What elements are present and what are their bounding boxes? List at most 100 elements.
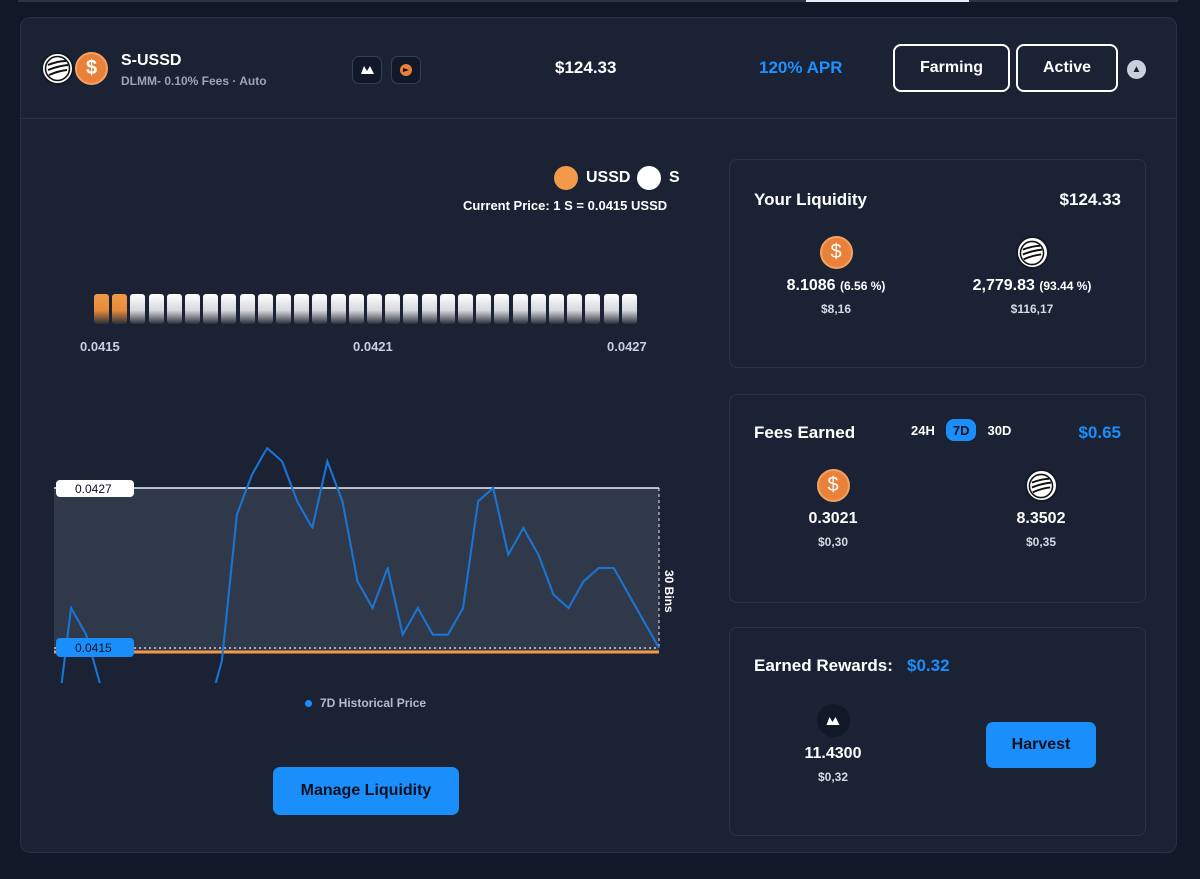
upper-price-label-box bbox=[56, 480, 134, 497]
period-7d-button[interactable]: 7D bbox=[945, 419, 977, 441]
chevron-up-icon[interactable]: ▲ bbox=[1127, 60, 1146, 79]
s-liquidity-bin bbox=[603, 294, 619, 324]
s-token-icon bbox=[41, 52, 74, 85]
s-fees-column: 8.3502 $0,35 bbox=[946, 469, 1136, 549]
fees-earned-panel: Fees Earned 24H 7D 30D $0.65 $ 0.3021 $0… bbox=[729, 394, 1146, 603]
chart-legend-dot bbox=[305, 699, 312, 707]
range-band bbox=[54, 488, 659, 651]
s-liquidity-bin bbox=[185, 294, 200, 324]
ussd-liquidity-value: $8,16 bbox=[820, 302, 852, 316]
earned-rewards-panel: Earned Rewards: $0.32 11.4300 $0,32 Harv… bbox=[729, 627, 1146, 836]
s-liquidity-column: 2,779.83 (93.44 %) $116,17 bbox=[937, 236, 1127, 316]
ussd-liquidity-bin bbox=[94, 294, 109, 324]
upper-price-label: 0.0427 bbox=[75, 482, 112, 496]
s-liquidity-bin bbox=[294, 294, 310, 324]
pool-card: $ S-USSD DLMM- 0.10% Fees · Auto $124.33… bbox=[20, 17, 1177, 853]
top-divider bbox=[18, 0, 1178, 2]
ussd-liquidity-percent: (6.56 %) bbox=[840, 279, 886, 293]
reward-token-column: 11.4300 $0,32 bbox=[738, 704, 928, 784]
s-liquidity-bin bbox=[276, 294, 291, 324]
bins-count-label: 30 Bins bbox=[662, 570, 676, 613]
s-liquidity-bin bbox=[330, 294, 346, 324]
lower-price-label: 0.0415 bbox=[75, 641, 112, 655]
ussd-legend-label: USSD bbox=[586, 169, 631, 186]
s-liquidity-bin bbox=[221, 294, 237, 324]
ussd-token-icon: $ bbox=[819, 236, 853, 269]
s-fees-value: $0,35 bbox=[1025, 535, 1057, 549]
active-button[interactable]: Active bbox=[1016, 44, 1118, 92]
s-liquidity-bin bbox=[130, 294, 146, 324]
reward-token-value: $0,32 bbox=[817, 770, 849, 784]
s-liquidity-bin bbox=[549, 294, 564, 324]
farming-button[interactable]: Farming bbox=[893, 44, 1010, 92]
lower-price-label-box bbox=[56, 638, 134, 657]
apr-value: 120% APR bbox=[759, 58, 843, 77]
fees-earned-total: $0.65 bbox=[1078, 423, 1121, 442]
s-liquidity-bin bbox=[166, 294, 182, 324]
tick-label-0427: 0.0427 bbox=[607, 339, 647, 354]
s-color-dot bbox=[637, 166, 661, 190]
your-liquidity-title: Your Liquidity bbox=[754, 190, 868, 209]
metropolis-protocol-icon[interactable] bbox=[391, 56, 421, 84]
s-liquidity-bin bbox=[348, 294, 364, 324]
earned-rewards-title: Earned Rewards: bbox=[754, 656, 893, 675]
s-liquidity-bin bbox=[385, 294, 401, 324]
s-liquidity-amount: 2,779.83 bbox=[972, 277, 1035, 294]
ussd-liquidity-bin bbox=[112, 294, 128, 324]
ussd-fees-amount: 0.3021 bbox=[808, 510, 858, 527]
s-liquidity-percent: (93.44 %) bbox=[1039, 279, 1092, 293]
period-24h-button[interactable]: 24H bbox=[911, 422, 935, 438]
s-liquidity-bin bbox=[458, 294, 473, 324]
s-fees-amount: 8.3502 bbox=[1016, 510, 1066, 527]
your-liquidity-panel: Your Liquidity $124.33 $ 8.1086 (6.56 %)… bbox=[729, 159, 1146, 368]
price-line bbox=[60, 446, 660, 683]
s-liquidity-bin bbox=[585, 294, 601, 324]
s-liquidity-bin bbox=[567, 294, 583, 324]
s-liquidity-bin bbox=[312, 294, 328, 324]
tick-label-0421: 0.0421 bbox=[353, 339, 393, 354]
fees-period-toggle: 24H 7D 30D bbox=[904, 419, 1018, 441]
s-liquidity-bin bbox=[257, 294, 273, 324]
s-liquidity-bin bbox=[494, 294, 510, 324]
period-30d-button[interactable]: 30D bbox=[987, 422, 1012, 438]
position-value: $124.33 bbox=[555, 58, 617, 77]
ussd-token-icon: $ bbox=[816, 469, 850, 502]
ussd-fees-column: $ 0.3021 $0,30 bbox=[738, 469, 928, 549]
s-liquidity-bin bbox=[421, 294, 437, 324]
shadow-protocol-icon[interactable] bbox=[352, 56, 382, 84]
tick-label-0415: 0.0415 bbox=[80, 339, 120, 354]
s-liquidity-bin bbox=[439, 294, 455, 324]
legend-ussd: USSD bbox=[554, 166, 630, 190]
s-liquidity-bin bbox=[476, 294, 492, 324]
s-token-icon bbox=[1024, 469, 1058, 502]
s-legend-label: S bbox=[669, 169, 680, 186]
s-liquidity-bin bbox=[512, 294, 528, 324]
pair-subtitle: DLMM- 0.10% Fees · Auto bbox=[121, 74, 267, 88]
ussd-liquidity-amount: 8.1086 bbox=[786, 277, 836, 294]
harvest-button[interactable]: Harvest bbox=[986, 722, 1096, 768]
current-price: Current Price: 1 S = 0.0415 USSD bbox=[463, 198, 668, 213]
chart-legend: 7D Historical Price bbox=[305, 696, 426, 710]
s-liquidity-value: $116,17 bbox=[1010, 302, 1054, 316]
pool-header[interactable]: $ S-USSD DLMM- 0.10% Fees · Auto $124.33… bbox=[21, 18, 1176, 119]
s-liquidity-bin bbox=[530, 294, 546, 324]
active-tab-indicator bbox=[806, 0, 969, 2]
ussd-liquidity-column: $ 8.1086 (6.56 %) $8,16 bbox=[741, 236, 931, 316]
chart-legend-label: 7D Historical Price bbox=[320, 696, 427, 710]
ussd-fees-value: $0,30 bbox=[817, 535, 849, 549]
legend-s: S bbox=[637, 166, 680, 190]
ussd-token-icon: $ bbox=[75, 52, 108, 85]
s-liquidity-bin bbox=[403, 294, 419, 324]
s-liquidity-bin bbox=[367, 294, 382, 324]
liquidity-bins bbox=[94, 294, 638, 326]
manage-liquidity-button[interactable]: Manage Liquidity bbox=[273, 767, 459, 815]
s-liquidity-bin bbox=[148, 294, 164, 324]
s-liquidity-bin bbox=[621, 294, 637, 324]
earned-rewards-total: $0.32 bbox=[907, 656, 950, 675]
ussd-color-dot bbox=[554, 166, 578, 190]
fees-earned-title: Fees Earned bbox=[754, 423, 856, 442]
your-liquidity-total: $124.33 bbox=[1059, 190, 1121, 209]
reward-token-amount: 11.4300 bbox=[804, 745, 862, 762]
s-liquidity-bin bbox=[203, 294, 219, 324]
pair-name: S-USSD bbox=[121, 52, 182, 69]
